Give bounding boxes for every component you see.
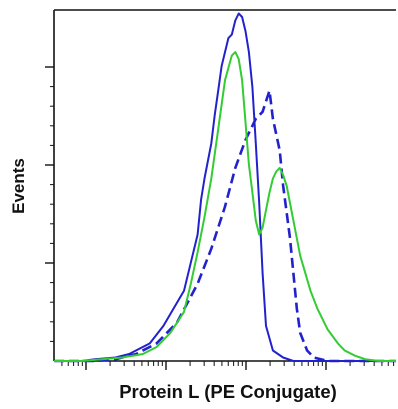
- y-axis-ticks: [45, 66, 54, 342]
- x-axis-ticks: [61, 361, 395, 370]
- series-line-1: [54, 12, 396, 362]
- series-layer: [54, 12, 396, 363]
- x-axis-title: Protein L (PE Conjugate): [119, 381, 337, 402]
- y-axis-title: Events: [9, 158, 28, 214]
- series-line-2: [54, 89, 396, 363]
- series-line-3: [54, 51, 396, 362]
- plot-area: [45, 9, 396, 370]
